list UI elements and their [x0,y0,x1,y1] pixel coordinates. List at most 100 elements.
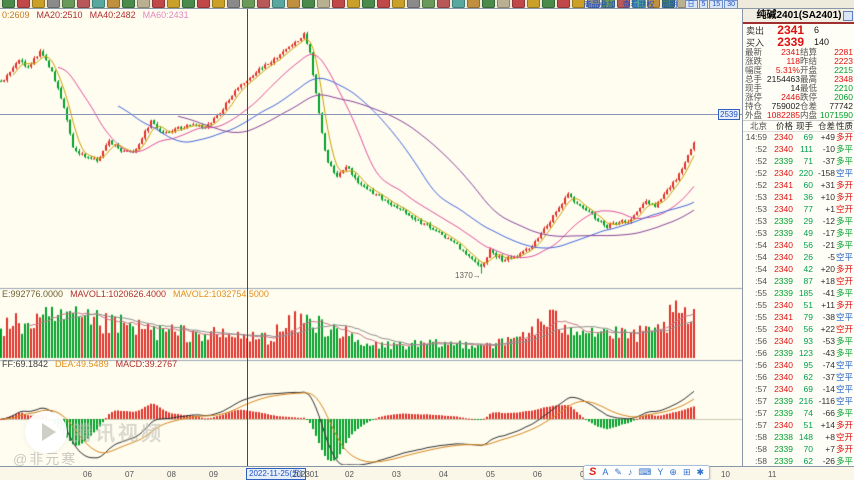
tick-cell: -37 [822,156,835,166]
toolbar-icon[interactable] [92,0,105,8]
period-tab-30[interactable]: 30 [724,0,738,8]
close-icon[interactable] [843,11,853,21]
x-axis-label: 06 [533,470,542,479]
tick-cell: 2339 [774,288,793,298]
emoji-icon[interactable]: Y [657,467,664,477]
toolbar-icon[interactable] [617,0,630,8]
tick-cell: :54 [755,240,767,250]
toolbar-right-buttons: 商品叠加 查看期权 周期 日 5 15 30 [583,0,738,9]
toolbar-icon[interactable] [512,0,525,8]
period-tab-日[interactable]: 日 [684,0,698,8]
overlay-commodity-button[interactable]: 商品叠加 [583,0,616,9]
toolbar-icon[interactable] [242,0,255,8]
toolbar-icon[interactable] [272,0,285,8]
x-axis-label: 09 [209,470,218,479]
toolbar-icon[interactable] [182,0,195,8]
font-icon[interactable]: A [602,467,609,477]
period-button[interactable]: 周期 [661,0,678,9]
tick-cell: 51 [803,420,813,430]
apps-icon[interactable]: ⊞ [682,467,691,477]
tick-row: :52 2340 111 -10 多平 [745,143,854,155]
toolbar-icon[interactable] [17,0,30,8]
toolbar-icon[interactable] [632,0,645,8]
settings-icon[interactable]: ✱ [696,467,705,477]
x-axis-label: 04 [439,470,448,479]
toolbar-icon[interactable] [167,0,180,8]
tick-cell: 空平 [835,372,853,382]
toolbar-icon[interactable] [152,0,165,8]
tick-cell: -116 [818,396,835,406]
toolbar-icon[interactable] [332,0,345,8]
toolbar-icon[interactable] [482,0,495,8]
toolbar-icon[interactable] [107,0,120,8]
toolbar-icon[interactable] [287,0,300,8]
toolbar-icon[interactable] [407,0,420,8]
view-options-button[interactable]: 查看期权 [622,0,655,9]
toolbar-icon[interactable] [602,0,615,8]
toolbar-icon[interactable] [137,0,150,8]
bid-row[interactable]: 买入 2339 140 [743,35,854,49]
toolbar-icon[interactable] [32,0,45,8]
toolbar-icon[interactable] [587,0,600,8]
kline-canvas[interactable] [0,9,742,466]
quote-fields-grid: 最新 2341 结算 2281 涨跌 118 昨结 2223 幅度 5.31% 开盘 2215 总手 21… [743,48,854,120]
toolbar-icon[interactable] [362,0,375,8]
ask-row[interactable]: 卖出 2341 6 [743,23,854,37]
toolbar-icon[interactable] [542,0,555,8]
toolbar-icon[interactable] [62,0,75,8]
toolbar-icon[interactable] [227,0,240,8]
tick-cell: 2339 [774,456,793,466]
field-label: 昨结 [800,56,818,66]
toolbar-icon[interactable] [572,0,585,8]
toolbar-icon[interactable] [347,0,360,8]
tick-cell: 2340 [774,144,793,154]
kline-chart-area[interactable]: 0:2609 MA20:2510 MA40:2482 MA60:2431 E:9927… [0,9,742,466]
toolbar-icon[interactable] [2,0,15,8]
tick-cell: 多平 [835,408,853,418]
tick-cell: -14 [822,384,835,394]
toolbar-icon[interactable] [452,0,465,8]
tick-cell: 2340 [774,240,793,250]
period-tab-15[interactable]: 15 [709,0,724,8]
tick-cell: 79 [803,312,813,322]
toolbar-icon[interactable] [47,0,60,8]
tick-row: 14:59 2340 69 +49 多开 [745,131,854,143]
toolbar-icon[interactable] [302,0,315,8]
toolbar-icon[interactable] [662,0,675,8]
tick-cell: 2341 [774,312,793,322]
toolbar-icon[interactable] [122,0,135,8]
tick-cell: -41 [822,288,835,298]
tick-cell: 2340 [774,372,793,382]
toolbar-icon[interactable] [647,0,660,8]
tick-cell: :52 [755,168,767,178]
tick-header-cell: 北京 [749,121,767,131]
tick-cell: :57 [755,420,767,430]
field-value: 2341 [781,47,800,57]
toolbar-icon[interactable] [467,0,480,8]
toolbar-icon[interactable] [377,0,390,8]
pen-icon[interactable]: ✎ [614,467,622,477]
tick-row: :56 2340 62 -37 空平 [745,371,854,383]
toolbar-icon[interactable] [212,0,225,8]
toolbar-icon[interactable] [422,0,435,8]
toolbar-icon[interactable] [557,0,570,8]
toolbar-icon[interactable] [77,0,90,8]
toolbar-icon[interactable] [392,0,405,8]
toolbar-icon[interactable] [257,0,270,8]
tick-list[interactable]: 14:59 2340 69 +49 多开:52 2340 111 -10 多平:52 2339 71… [743,131,854,466]
tick-cell: 空平 [835,384,853,394]
tick-cell: -66 [822,408,835,418]
mic-icon[interactable]: ♪ [627,467,633,477]
toolbar-icon[interactable] [197,0,210,8]
ime-logo-icon[interactable]: S [589,466,597,478]
tick-cell: 2339 [774,156,793,166]
toolbar-icon[interactable] [437,0,450,8]
keyboard-icon[interactable]: ⌨ [638,467,652,477]
globe-icon[interactable]: ⊕ [669,467,677,477]
toolbar-icon[interactable] [497,0,510,8]
toolbar-icon[interactable] [527,0,540,8]
toolbar-icon[interactable] [317,0,330,8]
tick-cell: 多平 [835,144,853,154]
video-watermark-logo [25,411,67,453]
period-tab-5[interactable]: 5 [698,0,709,8]
